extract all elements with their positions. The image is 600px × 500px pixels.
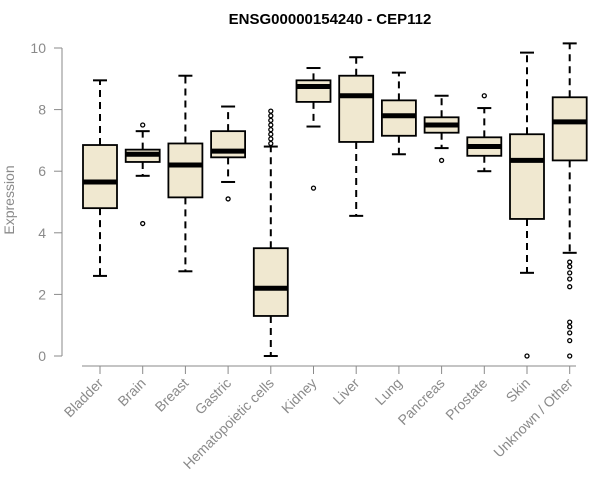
box-brain — [124, 122, 161, 227]
outlier-point — [567, 284, 573, 290]
iqr-box — [338, 74, 375, 143]
outlier-point — [140, 122, 146, 128]
x-tick-label: Unknown / Other — [490, 375, 576, 461]
x-tick-label: Prostate — [442, 375, 490, 423]
outlier-point — [524, 353, 530, 359]
outlier-point — [567, 276, 573, 282]
outlier-point — [310, 185, 317, 191]
x-tick-label: Liver — [330, 375, 363, 408]
outlier-point — [268, 136, 274, 142]
x-tick-label: Bladder — [61, 375, 107, 421]
outlier-point — [268, 108, 274, 114]
y-tick-label: 6 — [38, 163, 46, 179]
outlier-point — [567, 353, 573, 359]
x-tick-label: Breast — [152, 375, 192, 415]
iqr-box — [509, 133, 545, 220]
chart-title: ENSG00000154240 - CEP112 — [229, 11, 432, 28]
outlier-point — [567, 270, 573, 276]
outlier-point — [268, 140, 274, 147]
iqr-box — [82, 144, 118, 210]
box-liver — [338, 56, 375, 217]
iqr-box — [551, 96, 588, 162]
outlier-point — [140, 220, 146, 227]
iqr-box — [167, 142, 204, 199]
outlier-point — [268, 126, 274, 133]
x-tick-label: Gastric — [192, 375, 235, 418]
outlier-point — [567, 330, 573, 336]
outlier-point — [268, 117, 274, 124]
outlier-point — [268, 113, 274, 119]
y-tick-label: 4 — [38, 225, 46, 241]
box-gastric — [210, 105, 247, 202]
box-prostate — [466, 93, 503, 173]
box-kidney — [295, 67, 332, 191]
box-pancreas — [423, 94, 460, 164]
y-tick-label: 0 — [38, 348, 46, 364]
box-breast — [167, 74, 204, 273]
x-tick-label: Kidney — [278, 375, 320, 417]
outlier-point — [567, 264, 573, 270]
y-tick-label: 10 — [30, 40, 46, 56]
outlier-point — [567, 259, 573, 265]
box-bladder — [82, 79, 118, 277]
x-tick-label: Lung — [372, 375, 405, 408]
outlier-point — [567, 324, 573, 330]
outlier-point — [438, 157, 445, 164]
x-tick-label: Pancreas — [395, 375, 448, 428]
box-skin — [509, 51, 545, 359]
y-tick-label: 2 — [38, 286, 46, 302]
box-lung — [380, 71, 417, 156]
y-tick-label: 8 — [38, 102, 46, 118]
y-axis-ticks: 0 2 4 6 8 10 — [30, 40, 62, 364]
outlier-point — [268, 131, 274, 137]
outlier-point — [567, 337, 573, 344]
outlier-point — [567, 319, 573, 325]
box-unknown-other — [551, 42, 588, 359]
outlier-point — [268, 122, 274, 128]
outlier-point — [225, 196, 231, 202]
y-axis-label: Expression — [1, 165, 17, 234]
box-hematopoietic-cells — [252, 108, 289, 357]
x-tick-label: Skin — [503, 375, 534, 406]
iqr-box — [295, 79, 332, 103]
x-tick-label: Brain — [114, 375, 148, 409]
outlier-point — [481, 93, 487, 99]
iqr-box — [252, 247, 289, 317]
box-series — [82, 42, 588, 359]
